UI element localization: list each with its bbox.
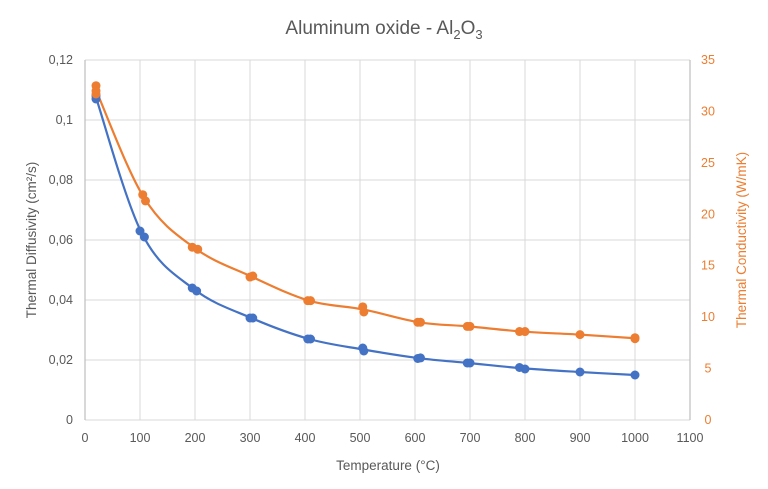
x-axis-label: Temperature (°C) <box>336 458 440 473</box>
y2-tick-label: 35 <box>701 53 715 67</box>
y-tick-label: 0,08 <box>49 173 73 187</box>
series-2-point <box>465 321 475 331</box>
series-1-point <box>192 286 202 296</box>
series-2-point <box>359 307 369 317</box>
series-2-point <box>630 334 640 344</box>
tick-labels: 0 100 200 300 400 500 600 700 800 900 1000 110000,0… <box>49 53 715 445</box>
series-2-line <box>94 89 636 340</box>
series-1-point <box>520 364 530 374</box>
x-tick-label: 600 <box>405 431 426 445</box>
y-tick-label: 0,06 <box>49 233 73 247</box>
y2-tick-label: 5 <box>705 362 712 376</box>
series-2-point <box>193 244 203 254</box>
series-2-point <box>248 271 258 281</box>
y-tick-label: 0,02 <box>49 353 73 367</box>
y-tick-label: 0,12 <box>49 53 73 67</box>
y2-tick-label: 10 <box>701 310 715 324</box>
x-tick-label: 1100 <box>677 431 704 445</box>
series-1-point <box>630 370 640 380</box>
y-tick-label: 0,1 <box>56 113 73 127</box>
y2-tick-label: 0 <box>705 413 712 427</box>
series-lines <box>94 89 636 377</box>
series-2-point <box>520 327 530 337</box>
chart-title: Aluminum oxide - Al2O3 <box>285 18 482 42</box>
x-tick-label: 0 <box>82 431 89 445</box>
series-1-point <box>416 353 425 363</box>
series-1-point <box>139 232 149 242</box>
series-2-point <box>141 196 150 206</box>
series-1-point <box>359 346 369 356</box>
x-tick-label: 1000 <box>621 431 649 445</box>
x-tick-label: 800 <box>515 431 536 445</box>
x-tick-label: 200 <box>185 431 206 445</box>
series-1-point <box>465 358 475 368</box>
y2-tick-label: 15 <box>701 259 715 273</box>
x-tick-label: 500 <box>350 431 371 445</box>
x-tick-label: 700 <box>460 431 481 445</box>
series-1-line <box>94 97 636 377</box>
data-points <box>91 81 640 380</box>
y-tick-label: 0,04 <box>49 293 73 307</box>
y2-axis-label: Thermal Conductivity (W/mK) <box>734 152 749 328</box>
x-tick-label: 900 <box>570 431 591 445</box>
series-1-point <box>306 334 315 344</box>
y2-tick-label: 20 <box>701 207 715 221</box>
series-2-point <box>91 89 101 99</box>
x-tick-label: 100 <box>130 431 151 445</box>
series-1-point <box>248 313 258 323</box>
y-axis-label: Thermal Diffusivity (cm²/s) <box>24 162 39 319</box>
grid <box>84 59 691 421</box>
y-tick-label: 0 <box>66 413 73 427</box>
series-2-point <box>416 317 425 327</box>
series-2-point <box>575 330 585 340</box>
series-1-point <box>575 367 585 377</box>
series-2-point <box>306 296 315 306</box>
y2-tick-label: 30 <box>701 104 715 118</box>
x-tick-label: 300 <box>240 431 261 445</box>
x-tick-label: 400 <box>295 431 316 445</box>
y2-tick-label: 25 <box>701 156 715 170</box>
